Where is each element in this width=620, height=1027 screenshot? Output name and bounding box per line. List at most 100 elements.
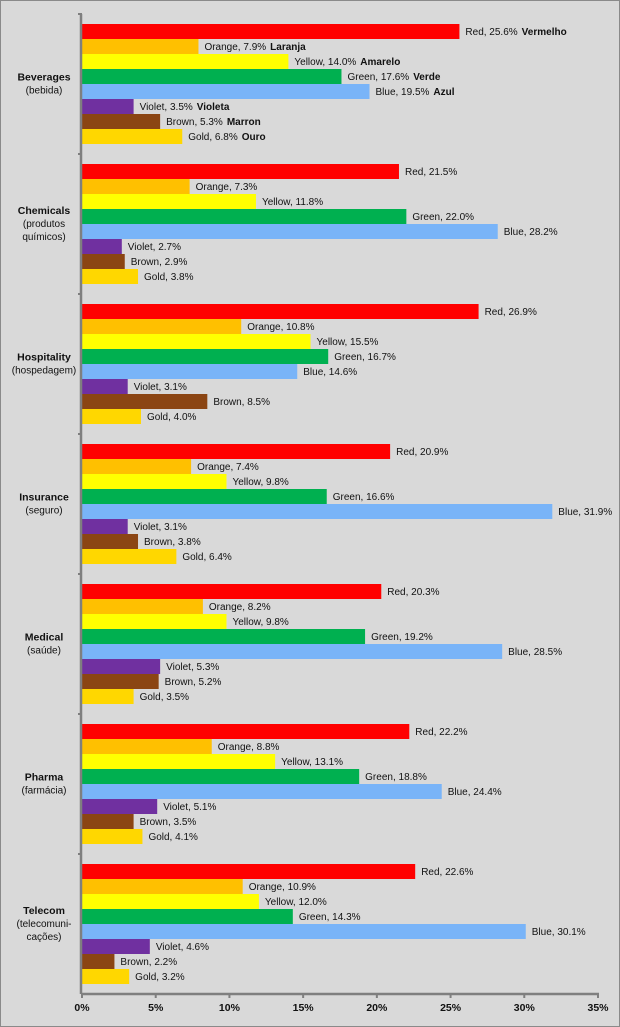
bar-beverages-gold (82, 129, 183, 144)
data-label: Blue, 19.5% Azul (375, 87, 454, 98)
bar-pharma-yellow (82, 754, 276, 769)
portuguese-label: Laranja (270, 42, 306, 53)
data-label: Orange, 8.8% (218, 742, 280, 753)
data-label: Green, 18.8% (365, 772, 427, 783)
bar-pharma-violet (82, 799, 158, 814)
data-label: Green, 16.6% (333, 492, 395, 503)
bar-beverages-green (82, 69, 342, 84)
bar-beverages-red (82, 24, 460, 39)
data-label: Orange, 7.4% (197, 462, 259, 473)
bar-hospitality-blue (82, 364, 298, 379)
data-label: Yellow, 13.1% (281, 757, 343, 768)
data-label: Violet, 5.3% (166, 662, 219, 673)
data-label: Yellow, 12.0% (265, 897, 327, 908)
data-label: Orange, 10.8% (247, 322, 314, 333)
bar-medical-red (82, 584, 382, 599)
data-label: Gold, 3.8% (144, 272, 194, 283)
data-label: Blue, 28.2% (504, 227, 558, 238)
data-label: Red, 20.9% (396, 447, 448, 458)
data-label: Red, 20.3% (387, 587, 439, 598)
bar-telecom-violet (82, 939, 150, 954)
bar-telecom-brown (82, 954, 115, 969)
bar-medical-yellow (82, 614, 227, 629)
portuguese-label: Vermelho (522, 27, 567, 38)
portuguese-label: Amarelo (360, 57, 400, 68)
data-label: Violet, 3.1% (134, 522, 187, 533)
bar-insurance-violet (82, 519, 128, 534)
bar-insurance-brown (82, 534, 139, 549)
data-label: Green, 16.7% (334, 352, 396, 363)
bar-beverages-orange (82, 39, 199, 54)
bar-insurance-orange (82, 459, 192, 474)
data-label: Blue, 28.5% (508, 647, 562, 658)
data-label: Green, 17.6% Verde (347, 72, 440, 83)
bar-medical-green (82, 629, 366, 644)
bar-insurance-yellow (82, 474, 227, 489)
data-label: Brown, 5.3% Marron (166, 117, 261, 128)
category-sublabel: (hospedagem) (12, 366, 76, 377)
bar-pharma-green (82, 769, 360, 784)
bar-medical-gold (82, 689, 134, 704)
data-label: Violet, 5.1% (163, 802, 216, 813)
portuguese-label: Ouro (242, 132, 266, 143)
portuguese-label: Verde (413, 72, 441, 83)
x-tick-label: 35% (587, 1002, 609, 1014)
data-label: Green, 14.3% (299, 912, 361, 923)
bar-chemicals-green (82, 209, 407, 224)
category-sublabel: (saúde) (27, 646, 61, 657)
data-label: Red, 25.6% Vermelho (465, 27, 566, 38)
bar-chemicals-red (82, 164, 399, 179)
category-label: Insurance (19, 492, 69, 504)
bar-chemicals-gold (82, 269, 139, 284)
category-label: Hospitality (17, 352, 71, 364)
bar-insurance-red (82, 444, 391, 459)
data-label: Gold, 6.4% (182, 552, 232, 563)
category-sublabel: (seguro) (25, 506, 62, 517)
bar-telecom-yellow (82, 894, 259, 909)
bar-insurance-green (82, 489, 327, 504)
bar-telecom-orange (82, 879, 243, 894)
bar-hospitality-yellow (82, 334, 311, 349)
data-label: Gold, 4.1% (148, 832, 198, 843)
bar-medical-orange (82, 599, 203, 614)
x-tick-label: 10% (219, 1002, 241, 1014)
data-label: Gold, 3.2% (135, 972, 185, 983)
bar-chemicals-blue (82, 224, 498, 239)
x-tick-label: 15% (293, 1002, 315, 1014)
category-labels-layer: Beverages (bebida) Chemicals (produtos quími… (12, 72, 76, 944)
bar-pharma-blue (82, 784, 442, 799)
bar-chemicals-yellow (82, 194, 256, 209)
data-label: Red, 22.2% (415, 727, 467, 738)
data-label: Yellow, 11.8% (262, 197, 323, 208)
data-label: Orange, 10.9% (249, 882, 316, 893)
category-label: Chemicals (18, 205, 71, 217)
category-label: Telecom (23, 905, 65, 917)
category-sublabel: (produtos (23, 219, 65, 230)
bar-telecom-green (82, 909, 293, 924)
category-label: Medical (25, 632, 64, 644)
data-label: Violet, 2.7% (128, 242, 181, 253)
bar-insurance-gold (82, 549, 177, 564)
bar-hospitality-gold (82, 409, 141, 424)
data-label: Yellow, 9.8% (232, 617, 288, 628)
x-tick-label: 25% (440, 1002, 462, 1014)
data-label: Blue, 24.4% (448, 787, 502, 798)
bar-beverages-brown (82, 114, 161, 129)
bar-beverages-blue (82, 84, 370, 99)
bar-chemicals-orange (82, 179, 190, 194)
bar-telecom-gold (82, 969, 130, 984)
data-label: Green, 19.2% (371, 632, 433, 643)
data-label: Red, 21.5% (405, 167, 457, 178)
bar-pharma-gold (82, 829, 143, 844)
data-label: Brown, 5.2% (165, 677, 222, 688)
data-label: Orange, 7.9% Laranja (204, 42, 306, 53)
category-sublabel: (farmácia) (21, 786, 66, 797)
bar-chemicals-violet (82, 239, 122, 254)
bar-hospitality-orange (82, 319, 242, 334)
axes-layer: 0% 5% 10% 15% 20% 25% 30% 35% (74, 13, 609, 1014)
bar-hospitality-brown (82, 394, 208, 409)
data-label: Violet, 3.1% (134, 382, 187, 393)
portuguese-label: Azul (433, 87, 454, 98)
data-label: Brown, 3.8% (144, 537, 201, 548)
data-label: Red, 22.6% (421, 867, 473, 878)
